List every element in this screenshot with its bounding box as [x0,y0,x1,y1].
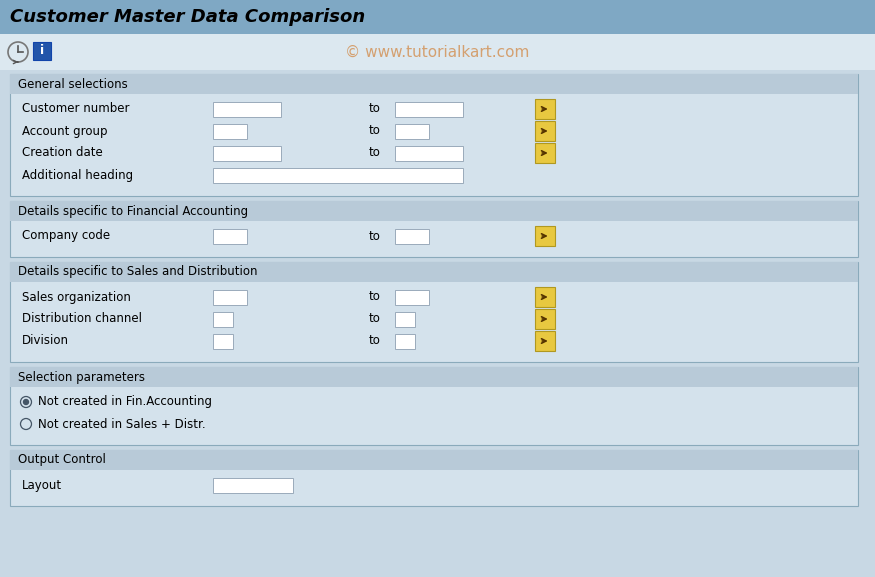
Bar [213,102,281,117]
Text: Additional heading: Additional heading [22,168,133,182]
Text: Selection parameters: Selection parameters [18,370,145,384]
Bar [395,334,415,349]
Text: Division: Division [22,335,69,347]
Bar [10,450,858,470]
Bar [10,201,858,221]
Bar [10,450,858,506]
Text: Customer number: Customer number [22,103,130,115]
Text: to: to [369,125,381,137]
Bar [535,121,555,141]
Text: Not created in Fin.Accounting: Not created in Fin.Accounting [38,395,212,409]
Text: General selections: General selections [18,77,128,91]
Text: Details specific to Financial Accounting: Details specific to Financial Accounting [18,204,248,218]
Text: Company code: Company code [22,230,110,242]
Text: to: to [369,313,381,325]
Bar [395,102,463,117]
Bar [395,228,429,243]
Bar [395,145,463,160]
Bar [535,331,555,351]
Text: Not created in Sales + Distr.: Not created in Sales + Distr. [38,418,206,430]
Bar [213,145,281,160]
Bar [535,287,555,307]
Bar [213,228,247,243]
Bar [10,74,858,196]
Bar [10,367,858,387]
Bar [395,290,429,305]
Bar [213,167,463,182]
Text: Distribution channel: Distribution channel [22,313,142,325]
Bar [213,123,247,138]
Bar [213,334,233,349]
Text: i: i [40,44,44,58]
Text: Output Control: Output Control [18,454,106,466]
Text: © www.tutorialkart.com: © www.tutorialkart.com [346,44,529,59]
Bar [395,123,429,138]
Bar [535,226,555,246]
Text: to: to [369,103,381,115]
Bar [213,478,293,493]
Text: Sales organization: Sales organization [22,290,131,304]
Bar [0,0,875,34]
Text: Account group: Account group [22,125,108,137]
Bar [10,367,858,445]
Text: to: to [369,230,381,242]
Bar [535,99,555,119]
Bar [213,290,247,305]
Bar [213,312,233,327]
Bar [10,201,858,257]
Text: to: to [369,147,381,159]
Text: Layout: Layout [22,478,62,492]
Bar [0,34,875,70]
Bar [10,74,858,94]
Bar [10,262,858,282]
Text: to: to [369,290,381,304]
Bar [395,312,415,327]
Text: Creation date: Creation date [22,147,102,159]
Bar [33,42,51,60]
Text: Customer Master Data Comparison: Customer Master Data Comparison [10,8,365,26]
Circle shape [24,399,29,404]
Text: to: to [369,335,381,347]
Bar [10,262,858,362]
Text: Details specific to Sales and Distribution: Details specific to Sales and Distributi… [18,265,257,279]
Bar [535,309,555,329]
Bar [535,143,555,163]
